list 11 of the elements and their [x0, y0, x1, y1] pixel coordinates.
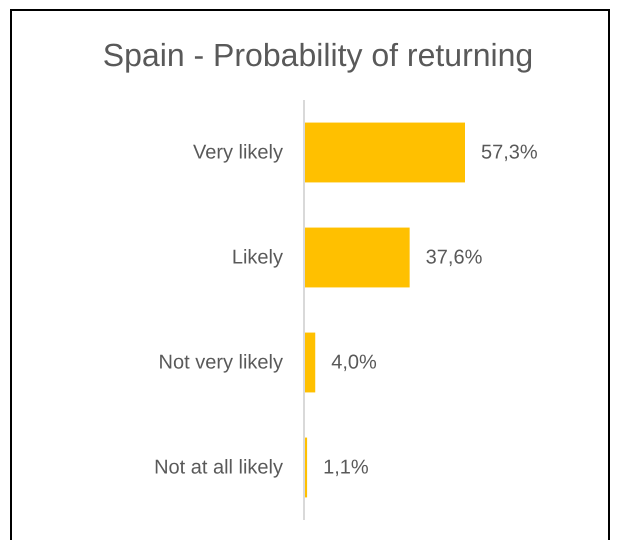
- y-tick-label: Very likely: [192, 142, 283, 164]
- data-label: 57,3%: [481, 142, 538, 164]
- bar: [304, 228, 410, 288]
- y-tick-label: Not very likely: [158, 352, 283, 374]
- y-tick-label: Likely: [232, 246, 283, 268]
- data-label: 4,0%: [331, 352, 378, 374]
- chart-title: Spain - Probability of returning: [102, 37, 534, 73]
- bar: [304, 122, 465, 182]
- data-label: 37,6%: [426, 246, 483, 268]
- y-tick-label: Not at all likely: [154, 456, 283, 478]
- data-label: 1,1%: [323, 456, 369, 478]
